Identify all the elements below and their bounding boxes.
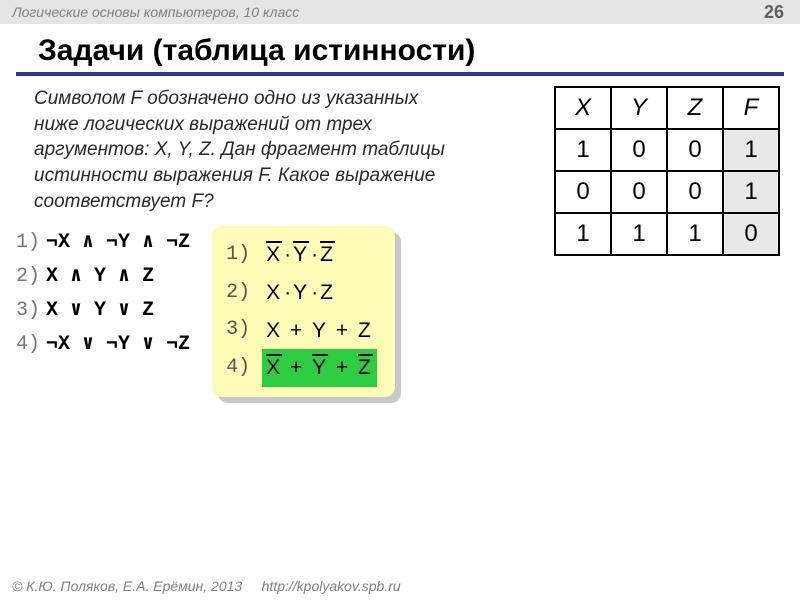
right-options: 1)X·Y·Z2)X·Y·Z3)X + Y + Z4)X + Y + Z (226, 236, 377, 387)
page-number: 26 (764, 2, 784, 23)
table-cell: 1 (555, 213, 611, 255)
option-expression: X·Y·Z (262, 236, 339, 274)
option-text: X ∧ Y ∧ Z (46, 265, 154, 288)
right-panel: 1)X·Y·Z2)X·Y·Z3)X + Y + Z4)X + Y + Z (212, 226, 395, 397)
table-cell: 1 (611, 213, 667, 255)
option-number: 4) (226, 351, 262, 385)
option-expression: X + Y + Z (262, 349, 377, 387)
table-row: 1110 (555, 213, 779, 255)
copyright: © К.Ю. Поляков, Е.А. Ерёмин, 2013 (12, 578, 242, 594)
list-item: 3)X ∨ Y ∨ Z (16, 294, 190, 328)
table-header-row: XYZF (555, 87, 779, 129)
option-number: 2) (16, 260, 46, 294)
table-cell: 1 (667, 213, 723, 255)
table-cell: 1 (723, 129, 779, 171)
table-cell: 0 (611, 129, 667, 171)
list-item: 3)X + Y + Z (226, 312, 377, 350)
page-title: Задачи (таблица истинности) (16, 24, 784, 76)
list-item: 2)X ∧ Y ∧ Z (16, 260, 190, 294)
table-row: 0001 (555, 171, 779, 213)
option-text: ¬X ∨ ¬Y ∨ ¬Z (46, 333, 190, 356)
table-cell: 0 (555, 171, 611, 213)
footer-link[interactable]: http://kpolyakov.spb.ru (262, 578, 401, 594)
option-expression: X·Y·Z (262, 274, 339, 312)
table-cell: 0 (723, 213, 779, 255)
problem-text: Символом F обозначено одно из указанных … (34, 86, 464, 214)
table-col-header: Y (611, 87, 667, 129)
truth-table: XYZF 100100011110 (554, 86, 780, 256)
option-number: 1) (16, 226, 46, 260)
list-item: 1)X·Y·Z (226, 236, 377, 274)
table-row: 1001 (555, 129, 779, 171)
list-item: 4)¬X ∨ ¬Y ∨ ¬Z (16, 328, 190, 362)
option-number: 2) (226, 276, 262, 310)
table-cell: 0 (611, 171, 667, 213)
option-number: 3) (226, 313, 262, 347)
option-number: 3) (16, 294, 46, 328)
table-cell: 0 (667, 129, 723, 171)
table-cell: 1 (555, 129, 611, 171)
list-item: 1)¬X ∧ ¬Y ∧ ¬Z (16, 226, 190, 260)
right-panel-wrap: 1)X·Y·Z2)X·Y·Z3)X + Y + Z4)X + Y + Z (212, 226, 395, 397)
option-text: X ∨ Y ∨ Z (46, 299, 154, 322)
table-body: 100100011110 (555, 129, 779, 255)
content-area: Символом F обозначено одно из указанных … (0, 86, 800, 397)
list-item: 2)X·Y·Z (226, 274, 377, 312)
table-col-header: F (723, 87, 779, 129)
option-number: 1) (226, 238, 262, 272)
list-item: 4)X + Y + Z (226, 349, 377, 387)
footer: © К.Ю. Поляков, Е.А. Ерёмин, 2013 http:/… (12, 578, 401, 594)
table-col-header: X (555, 87, 611, 129)
option-text: ¬X ∧ ¬Y ∧ ¬Z (46, 231, 190, 254)
table-col-header: Z (667, 87, 723, 129)
header-strip: Логические основы компьютеров, 10 класс … (0, 0, 800, 24)
option-expression: X + Y + Z (262, 312, 377, 350)
course-name: Логические основы компьютеров, 10 класс (12, 4, 299, 20)
left-options: 1)¬X ∧ ¬Y ∧ ¬Z2)X ∧ Y ∧ Z3)X ∨ Y ∨ Z4)¬X… (16, 226, 190, 362)
table-cell: 0 (667, 171, 723, 213)
table-cell: 1 (723, 171, 779, 213)
option-number: 4) (16, 328, 46, 362)
